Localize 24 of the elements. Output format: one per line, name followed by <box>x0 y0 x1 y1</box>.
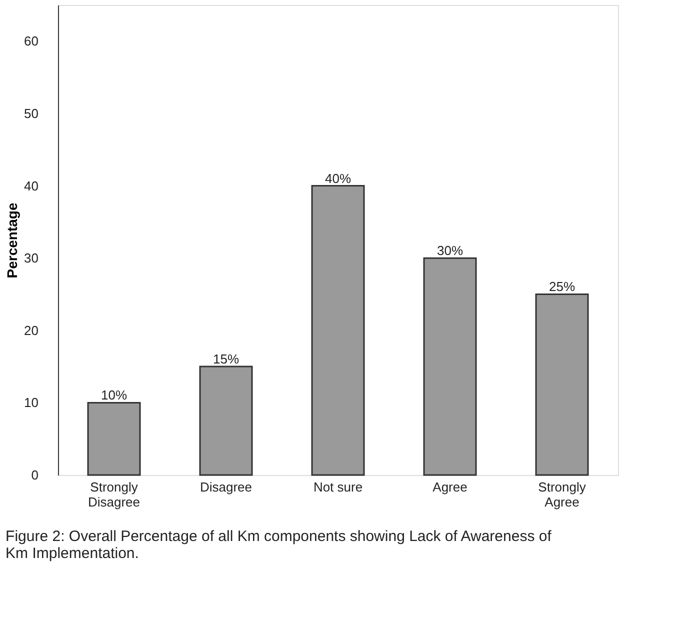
bar <box>311 185 365 476</box>
x-tick-label: Strongly Disagree <box>88 480 140 510</box>
y-tick-label: 40 <box>24 178 38 194</box>
data-label: 30% <box>436 243 464 258</box>
x-tick-label: Not sure <box>313 480 363 494</box>
y-tick-label: 20 <box>24 322 38 338</box>
x-tick-label: Agree <box>432 480 468 494</box>
bar <box>535 293 589 476</box>
y-tick-label: 0 <box>31 468 38 482</box>
data-label: 15% <box>212 352 240 367</box>
data-label: 25% <box>548 279 576 294</box>
x-tick-label: Strongly Agree <box>538 480 586 510</box>
x-tick-label: Disagree <box>200 480 252 494</box>
y-tick-label: 10 <box>24 395 38 410</box>
data-label: 10% <box>100 388 128 403</box>
data-label: 40% <box>324 170 352 186</box>
bar <box>199 366 253 476</box>
y-tick-label: 50 <box>24 106 38 121</box>
y-tick-label: 30 <box>24 250 38 266</box>
y-axis-title: Percentage <box>4 202 20 278</box>
bar <box>423 257 477 476</box>
y-tick-label: 60 <box>24 34 38 49</box>
caption: Figure 2: Overall Percentage of all Km components showing Lack of Awareness of Km Implementation. <box>6 528 552 562</box>
bar <box>87 402 141 476</box>
